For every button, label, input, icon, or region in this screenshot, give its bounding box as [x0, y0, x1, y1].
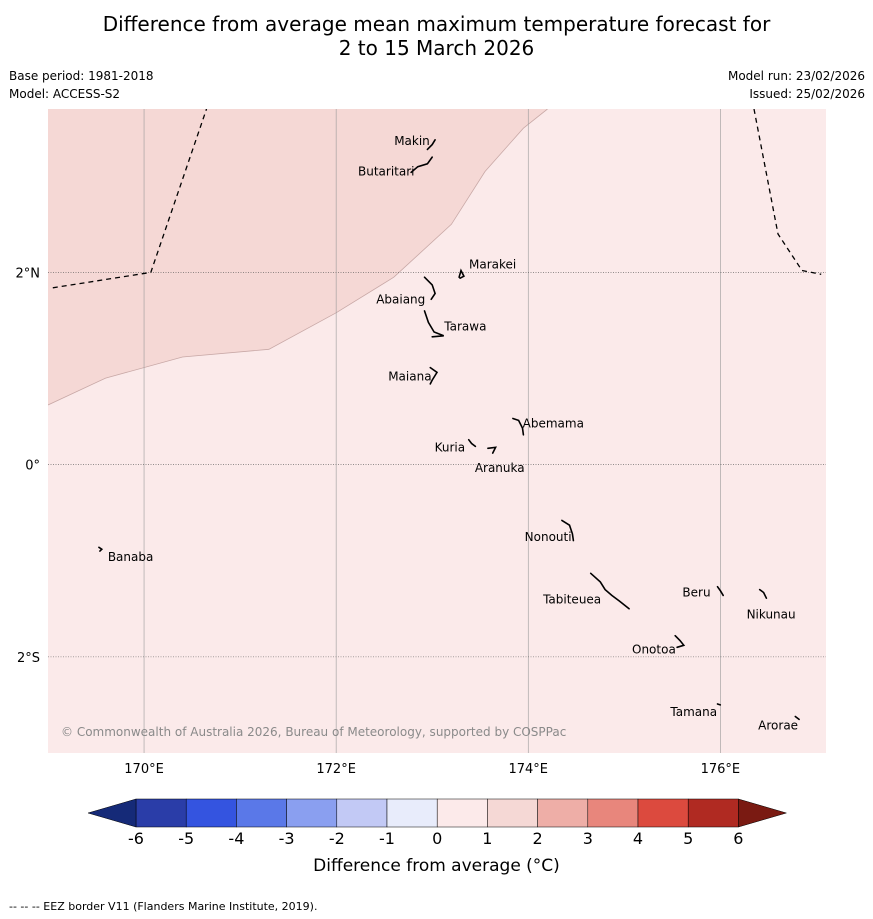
islands-layer: Makin Butaritari Marakei Abaiang Tarawa Maian… [98, 134, 800, 732]
colorbar-swatch [436, 798, 488, 828]
colorbar-tick-label: -2 [329, 829, 345, 848]
island-outline [426, 139, 436, 151]
island-label: Makin [394, 134, 430, 148]
x-tick-label: 174°E [508, 762, 548, 777]
colorbar-tick-label: 1 [482, 829, 492, 848]
colorbar-tick-label: 5 [683, 829, 693, 848]
island-label: Tarawa [443, 319, 486, 333]
island-label: Beru [682, 586, 710, 600]
colorbar-label: Difference from average (°C) [313, 856, 560, 876]
colorbar-tick-label: 3 [583, 829, 593, 848]
colorbar-swatch [637, 798, 689, 828]
copyright-notice: © Commonwealth of Australia 2026, Bureau… [61, 725, 566, 739]
island-outline [794, 715, 800, 721]
island-outline [716, 703, 722, 706]
colorbar-over-arrow [738, 798, 788, 828]
base-period: Base period: 1981-2018 [9, 69, 154, 83]
island-label: Nonouti [525, 530, 572, 544]
island-outline [429, 366, 439, 385]
island-outline [423, 310, 444, 338]
colorbar-swatch [386, 798, 438, 828]
island-outline [423, 276, 436, 301]
colorbar-tick-label: -3 [279, 829, 295, 848]
island-outline [512, 417, 525, 436]
island-outline [458, 268, 465, 279]
x-axis-ticks: 170°E 172°E 174°E 176°E [124, 762, 740, 777]
island-label: Butaritari [358, 165, 415, 179]
eez-border-west [52, 109, 208, 289]
island-outline [98, 546, 104, 552]
island-label: Marakei [469, 257, 516, 271]
island-outline [589, 572, 630, 610]
eez-legend-note: -- -- -- EEZ border V11 (Flanders Marine… [9, 900, 318, 913]
colorbar: -6 -5 -4 -3 -2 -1 0 1 2 3 4 5 6 [87, 798, 788, 848]
island-label: Aranuka [475, 461, 525, 475]
eez-border-east [753, 109, 822, 275]
island-outline [487, 446, 497, 454]
colorbar-tick-label: -4 [228, 829, 244, 848]
island-label: Nikunau [747, 607, 796, 621]
model-name: Model: ACCESS-S2 [9, 87, 121, 101]
x-tick-label: 170°E [124, 762, 164, 777]
colorbar-swatch [135, 798, 187, 828]
x-tick-label: 176°E [701, 762, 741, 777]
chart-title: Difference from average mean maximum tem… [0, 12, 873, 60]
forecast-map: Makin Butaritari Marakei Abaiang Tarawa Maian… [16, 109, 826, 848]
colorbar-tick-label: -1 [379, 829, 395, 848]
island-label: Onotoa [632, 642, 676, 656]
island-outline [674, 634, 686, 649]
colorbar-swatch [286, 798, 338, 828]
island-label: Abemama [523, 416, 584, 430]
y-axis-ticks: 2°N 0° 2°S [16, 266, 41, 665]
island-outline [467, 438, 477, 448]
island-label: Arorae [758, 718, 798, 732]
island-label: Banaba [108, 550, 154, 564]
colorbar-under-arrow [87, 798, 137, 828]
colorbar-tick-label: 4 [633, 829, 643, 848]
anomaly-region-1-to-2 [48, 109, 548, 405]
x-tick-label: 172°E [316, 762, 356, 777]
island-label: Abaiang [376, 293, 425, 307]
y-tick-label: 2°S [17, 651, 40, 666]
colorbar-tick-label: -6 [128, 829, 144, 848]
colorbar-tick-label: 6 [733, 829, 743, 848]
colorbar-swatch [587, 798, 639, 828]
island-outline [410, 156, 433, 174]
y-tick-label: 2°N [16, 266, 41, 281]
island-outline [716, 585, 724, 597]
colorbar-tick-label: -5 [178, 829, 194, 848]
y-tick-label: 0° [25, 459, 40, 474]
island-outline [758, 588, 768, 599]
issued-date: Issued: 25/02/2026 [749, 87, 865, 101]
colorbar-swatch [487, 798, 538, 828]
island-label: Maiana [388, 369, 431, 383]
island-label: Kuria [435, 440, 466, 454]
island-label: Tamana [669, 705, 717, 719]
island-label: Tabiteuea [542, 593, 601, 607]
meta-left: Base period: 1981-2018 Model: ACCESS-S2 [9, 67, 154, 103]
colorbar-tick-label: 2 [533, 829, 543, 848]
colorbar-swatch [687, 798, 739, 828]
colorbar-swatch [336, 798, 388, 828]
gridlines [48, 109, 826, 753]
model-run: Model run: 23/02/2026 [727, 69, 865, 83]
colorbar-swatch [537, 798, 589, 828]
meta-right: Model run: 23/02/2026 Issued: 25/02/2026 [728, 67, 865, 103]
colorbar-swatch [185, 798, 237, 828]
colorbar-tick-label: 0 [432, 829, 442, 848]
title-line-2: 2 to 15 March 2026 [338, 36, 535, 60]
island-outline [561, 519, 575, 542]
title-line-1: Difference from average mean maximum tem… [102, 12, 771, 36]
colorbar-swatch [236, 798, 287, 828]
